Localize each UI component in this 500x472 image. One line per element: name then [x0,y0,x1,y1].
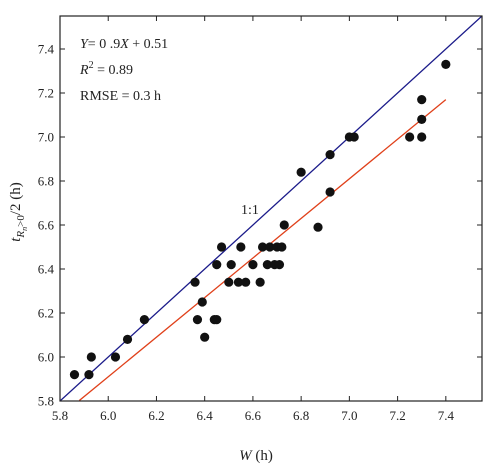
y-tick-label: 7.2 [38,86,54,101]
data-point [200,332,210,342]
data-point [417,114,427,124]
data-point [236,242,246,252]
data-point [190,277,200,287]
data-point [265,242,275,252]
x-tick-label: 7.4 [438,408,455,423]
data-point [262,260,272,270]
x-tick-label: 6.6 [245,408,262,423]
data-point [417,95,427,105]
data-point [441,59,451,69]
y-tick-label: 6.8 [38,174,54,189]
data-point [233,277,244,287]
data-point [349,132,359,142]
data-point [84,370,94,380]
data-point [212,260,222,270]
y-tick-label: 6.2 [38,306,54,321]
data-point [279,220,289,230]
x-tick-label: 5.8 [52,408,68,423]
data-point [86,352,96,362]
x-tick-label: 7.0 [341,408,357,423]
x-axis-ticks: 5.8 6.0 6.2 6.4 6.6 6.8 7.0 7.2 7.4 [52,16,455,423]
y-axis-title: tRn>0/2 (h) [8,182,29,242]
data-point [226,260,236,270]
data-point [224,277,234,287]
y-axis-ticks: 5.8 6.0 6.2 6.4 6.6 6.8 7.0 7.2 7.4 [38,42,482,409]
data-point [274,260,285,270]
data-point [212,315,222,325]
data-point [325,187,335,197]
equation-annotation: Y= 0 .9X + 0.51 [80,37,168,52]
plot-frame [59,15,483,402]
data-point [197,297,207,307]
data-point [417,132,427,142]
data-point [192,315,203,325]
data-point [241,277,251,287]
y-tick-label: 5.8 [38,394,54,409]
data-point [69,370,80,380]
y-tick-label: 6.4 [38,262,55,277]
data-point [255,277,265,287]
x-tick-label: 6.0 [100,408,116,423]
data-point [296,167,306,177]
data-point [405,132,415,142]
data-point [325,150,335,160]
r-squared-annotation: R2 = 0.89 [79,60,133,78]
data-point [277,242,287,252]
data-point [257,242,268,252]
y-tick-label: 6.6 [38,218,55,233]
x-axis-title: W (h) [239,448,273,464]
x-tick-label: 6.8 [293,408,309,423]
x-tick-label: 7.2 [389,408,405,423]
data-point [110,352,121,362]
data-point [139,315,149,325]
y-tick-label: 7.0 [38,130,54,145]
rmse-annotation: RMSE = 0.3 h [80,89,161,104]
data-points [69,59,451,380]
data-point [313,222,323,232]
x-tick-label: 6.4 [197,408,214,423]
x-tick-label: 6.2 [148,408,164,423]
data-point [248,260,258,270]
one-to-one-label: 1:1 [241,203,259,218]
data-point [216,242,227,252]
y-tick-label: 6.0 [38,350,54,365]
y-tick-label: 7.4 [38,42,55,57]
data-point [122,334,133,344]
